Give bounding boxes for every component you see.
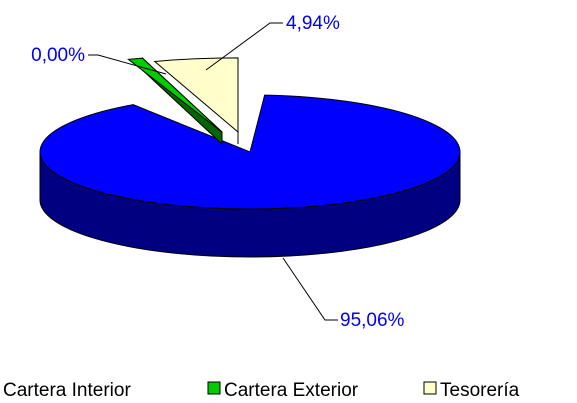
leader-line-tesoreria	[205, 22, 283, 71]
pie-slice-tesoreria	[153, 57, 239, 134]
pie-slice-interior	[39, 94, 461, 210]
leader-line-interior	[282, 257, 338, 321]
data-label-interior: 95,06%	[340, 310, 405, 331]
legend-label-tesoreria: Tesorería	[440, 380, 520, 401]
data-label-exterior: 0,00%	[31, 45, 85, 66]
legend-swatch-exterior	[207, 381, 221, 395]
legend-swatch-tesoreria	[423, 381, 437, 395]
legend: Cartera Interior Cartera Exterior Tesore…	[3, 380, 520, 401]
legend-label-exterior: Cartera Exterior	[224, 380, 359, 401]
pie-slice-exterior	[127, 57, 223, 133]
leader-line-exterior	[88, 54, 167, 75]
legend-label-interior: Cartera Interior	[3, 380, 131, 401]
pie-layer	[39, 56, 461, 258]
data-label-tesoreria: 4,94%	[286, 13, 340, 34]
